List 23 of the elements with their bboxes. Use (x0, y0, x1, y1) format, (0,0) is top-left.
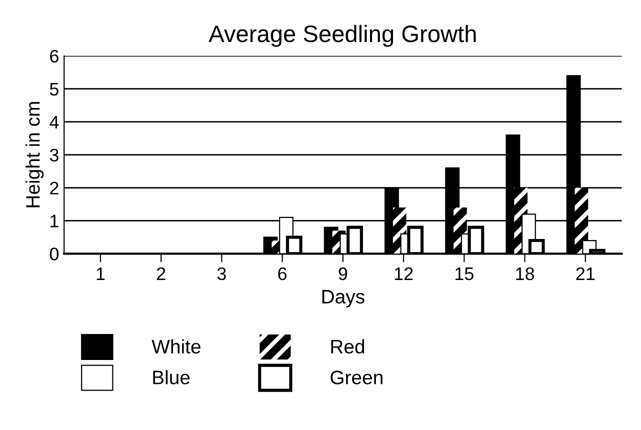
x-tick-label: 1 (96, 268, 105, 280)
y-tick-label: 2 (50, 182, 58, 194)
y-axis-title: Height in cm (26, 102, 44, 208)
legend-label: Green (330, 370, 382, 384)
x-tick-label: 6 (278, 267, 287, 280)
x-tick-label: 21 (576, 267, 595, 280)
y-tick-label: 5 (50, 82, 58, 96)
x-axis-title: Days (322, 290, 364, 308)
x-tick-label: 12 (394, 267, 413, 280)
legend-label: Red (331, 339, 364, 354)
x-tick-label: 15 (456, 268, 474, 280)
x-tick-label: 2 (156, 267, 166, 280)
y-tick-label: 6 (50, 50, 58, 63)
y-tick-label: 3 (50, 148, 58, 162)
y-tick-label: 0 (50, 248, 59, 260)
chart-title: Average Seedling Growth (208, 24, 476, 47)
y-tick-label: 4 (50, 116, 59, 128)
legend-label: White (152, 339, 200, 354)
x-tick-label: 3 (217, 267, 226, 280)
y-tick-label: 1 (50, 214, 58, 228)
x-tick-label: 18 (516, 267, 534, 280)
legend-label: Blue (153, 370, 190, 384)
x-tick-label: 9 (338, 267, 348, 280)
